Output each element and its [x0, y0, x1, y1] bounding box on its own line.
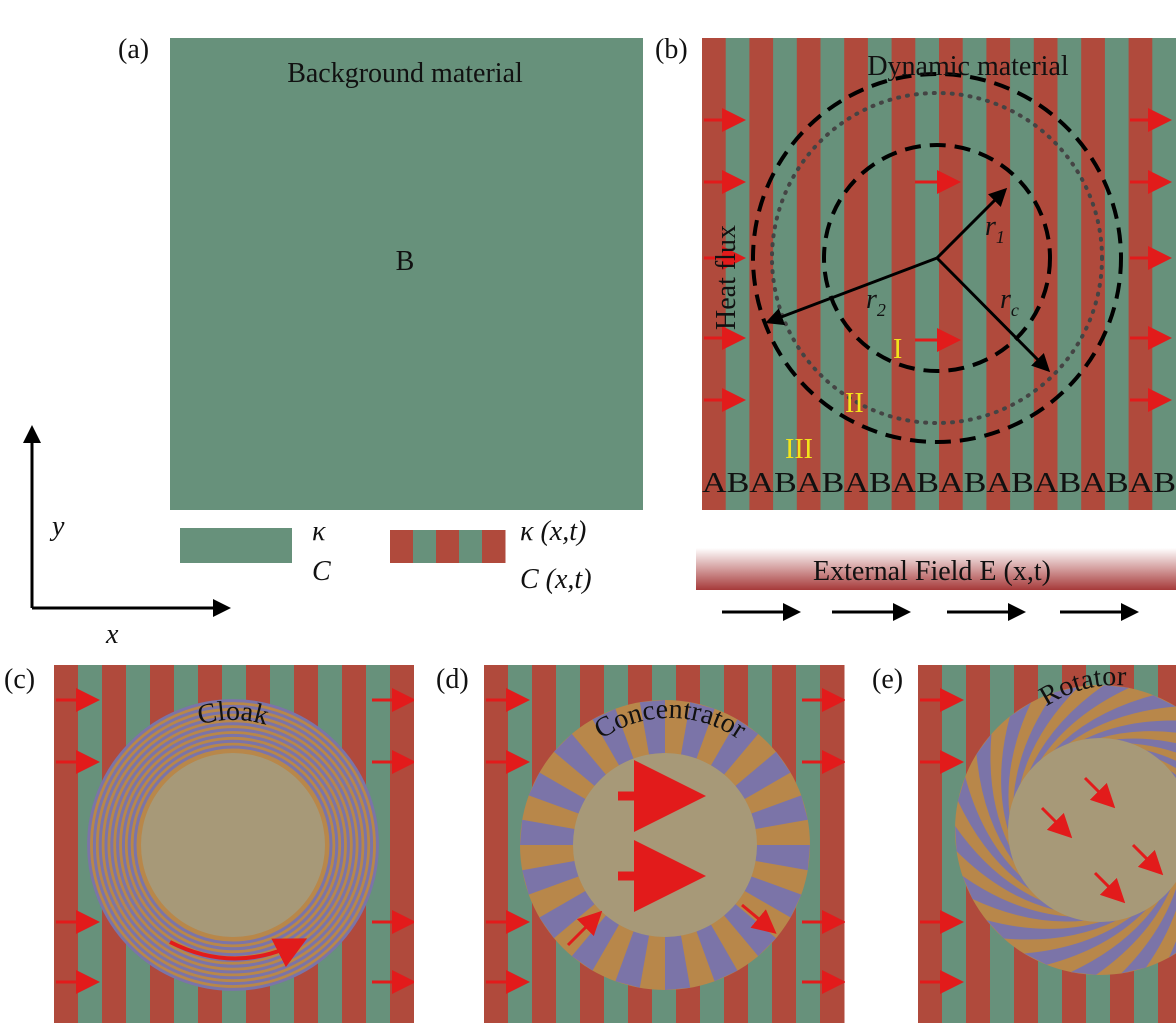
legend-swatch — [180, 528, 292, 563]
stripe — [868, 38, 892, 510]
core — [141, 753, 325, 937]
field-label: External Field E (x,t) — [813, 556, 1051, 587]
panel-title: Dynamic material — [867, 51, 1069, 82]
center-label: B — [396, 246, 415, 277]
stripe — [820, 665, 845, 1023]
symbol: r — [985, 211, 996, 242]
stripe — [918, 665, 943, 1023]
figure: (a) Background material B κ C κ (x,t) C … — [0, 0, 1176, 1023]
subscript: c — [1011, 300, 1019, 320]
legend-text: κ — [312, 516, 326, 547]
region-label: III — [785, 434, 813, 465]
stripe — [1105, 38, 1129, 510]
subscript: 2 — [877, 300, 886, 320]
axis-label: y — [49, 511, 65, 542]
region-label: I — [893, 334, 902, 365]
stripe — [482, 530, 506, 563]
stripe — [413, 530, 437, 563]
panel-label: (a) — [118, 34, 149, 65]
legend-text: C — [312, 556, 331, 587]
stripe — [390, 530, 414, 563]
region-label: II — [845, 388, 864, 419]
symbol: r — [866, 284, 877, 315]
legend-text: C (x,t) — [520, 564, 592, 595]
stripe — [1058, 38, 1082, 510]
stripe — [390, 665, 415, 1023]
core — [573, 753, 757, 937]
panel-label: (c) — [4, 664, 35, 695]
background-title: Background material — [287, 58, 523, 89]
heat-flux-label: Heat flux — [711, 225, 742, 330]
stripe — [986, 38, 1010, 510]
stripe — [1010, 38, 1034, 510]
stripe — [484, 665, 509, 1023]
symbol: r — [1000, 284, 1011, 315]
stripe — [459, 530, 483, 563]
legend-text: κ (x,t) — [520, 516, 586, 547]
legend-swatch-dynamic — [390, 530, 506, 563]
device-label-path: Cloak — [195, 696, 272, 732]
panel-label: (b) — [655, 34, 688, 65]
stripe — [436, 530, 460, 563]
stripe — [1081, 38, 1105, 510]
stripe — [1152, 38, 1176, 510]
stripe — [54, 665, 79, 1023]
stripe — [1129, 38, 1153, 510]
subscript: 1 — [996, 227, 1005, 247]
sequence: ABABABABABABABABABAB — [702, 468, 1176, 499]
device-label: Cloak — [195, 696, 272, 732]
panel-label: (e) — [872, 664, 903, 695]
device-rotator — [918, 665, 1176, 1023]
panel-label: (d) — [436, 664, 469, 695]
axis-label: x — [105, 619, 119, 650]
